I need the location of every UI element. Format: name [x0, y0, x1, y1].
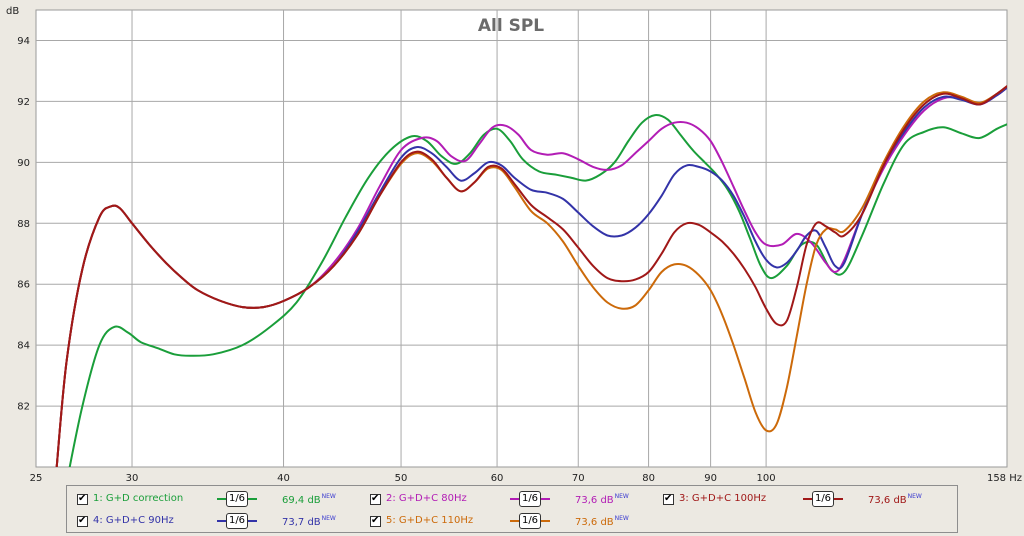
series-5-label: 5: G+D+C 110Hz	[386, 515, 474, 526]
series-3-smoothing-button[interactable]: 1/6	[803, 491, 843, 507]
chart-title: All SPL	[478, 16, 544, 36]
series-1-checkbox[interactable]	[77, 493, 88, 505]
series-3-checkbox[interactable]	[663, 493, 674, 505]
series-1-new-badge: NEW	[321, 493, 336, 500]
series-5-level: 73,6 dBNEW	[575, 515, 629, 528]
series-1-smoothing-button[interactable]: 1/6	[217, 491, 257, 507]
series-3-new-badge: NEW	[907, 493, 922, 500]
series-4-level: 73,7 dBNEW	[282, 515, 336, 528]
series-1-smoothing-value: 1/6	[226, 491, 248, 507]
y-tick-label: 88	[17, 219, 30, 230]
series-2-level: 73,6 dBNEW	[575, 493, 629, 506]
series-2-smoothing-value: 1/6	[519, 491, 541, 507]
series-curve-3	[55, 85, 1007, 467]
series-1-level: 69,4 dBNEW	[282, 493, 336, 506]
x-tick-label: 70	[572, 473, 585, 484]
series-1-label: 1: G+D correction	[93, 493, 184, 504]
x-tick-label: 90	[704, 473, 717, 484]
series-5-smoothing-button[interactable]: 1/6	[510, 513, 550, 529]
series-3-level: 73,6 dBNEW	[868, 493, 922, 506]
series-3-smoothing-value: 1/6	[812, 491, 834, 507]
series-4-checkbox[interactable]	[77, 515, 88, 527]
x-tick-label: 50	[395, 473, 408, 484]
x-tick-label: 60	[491, 473, 504, 484]
series-4-smoothing-button[interactable]: 1/6	[217, 513, 257, 529]
y-tick-label: 92	[17, 97, 30, 108]
legend: 1: G+D correction 1/6 69,4 dBNEW 2: G+D+…	[66, 485, 958, 533]
y-tick-label: 90	[17, 158, 30, 169]
series-4-new-badge: NEW	[321, 515, 336, 522]
y-tick-label: 82	[17, 402, 30, 413]
y-tick-label: 84	[17, 341, 30, 352]
series-4-smoothing-value: 1/6	[226, 513, 248, 529]
x-tick-label: 25	[30, 473, 43, 484]
x-tick-label: 100	[757, 473, 776, 484]
plot-area	[35, 9, 1008, 468]
x-tick-label: 158 Hz	[987, 473, 1022, 484]
series-2-checkbox[interactable]	[370, 493, 381, 505]
y-tick-label: 94	[17, 36, 30, 47]
x-tick-label: 80	[642, 473, 655, 484]
series-2-label: 2: G+D+C 80Hz	[386, 493, 467, 504]
y-tick-label: 86	[17, 280, 30, 291]
x-tick-label: 40	[277, 473, 290, 484]
series-5-checkbox[interactable]	[370, 515, 381, 527]
x-tick-label: 30	[126, 473, 139, 484]
series-5-new-badge: NEW	[614, 515, 629, 522]
series-5-smoothing-value: 1/6	[519, 513, 541, 529]
y-axis-label: dB	[6, 6, 19, 17]
series-2-smoothing-button[interactable]: 1/6	[510, 491, 550, 507]
series-3-label: 3: G+D+C 100Hz	[679, 493, 767, 504]
series-4-label: 4: G+D+C 90Hz	[93, 515, 174, 526]
series-2-new-badge: NEW	[614, 493, 629, 500]
